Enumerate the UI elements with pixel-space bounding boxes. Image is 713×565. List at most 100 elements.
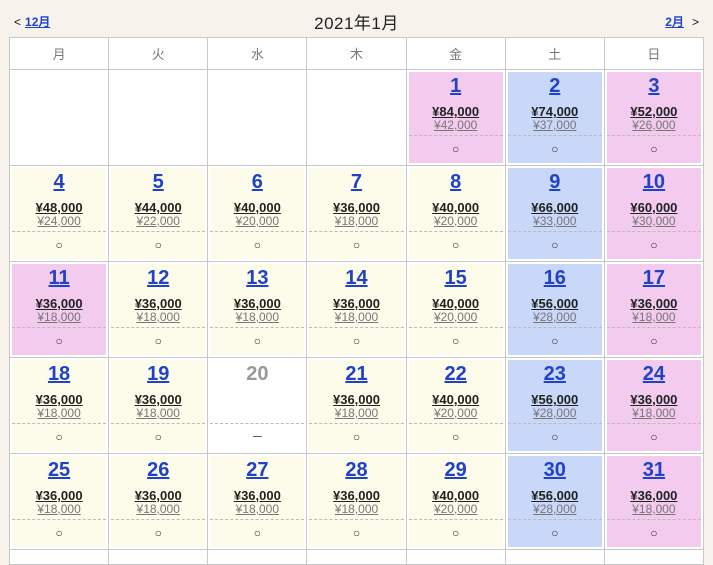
adult-price[interactable]: ¥74,000 bbox=[531, 104, 579, 119]
calendar-day[interactable]: 24 ¥36,000 ¥18,000 ○ bbox=[606, 360, 701, 451]
child-price[interactable]: ¥18,000 bbox=[334, 214, 379, 228]
day-number[interactable]: 12 bbox=[147, 267, 170, 289]
calendar-day[interactable]: 11 ¥36,000 ¥18,000 ○ bbox=[12, 264, 107, 355]
day-number[interactable]: 1 bbox=[450, 75, 462, 97]
prev-month-link[interactable]: 12月 bbox=[25, 15, 51, 29]
calendar-day[interactable]: 7 ¥36,000 ¥18,000 ○ bbox=[309, 168, 404, 259]
child-price[interactable]: ¥28,000 bbox=[533, 406, 577, 420]
day-number[interactable]: 7 bbox=[350, 171, 363, 193]
day-number[interactable]: 29 bbox=[444, 459, 467, 481]
adult-price[interactable]: ¥40,000 bbox=[432, 488, 480, 503]
adult-price[interactable]: ¥36,000 bbox=[332, 200, 380, 215]
adult-price[interactable]: ¥40,000 bbox=[432, 392, 480, 407]
day-number[interactable]: 8 bbox=[450, 171, 462, 193]
day-number[interactable]: 14 bbox=[345, 267, 368, 289]
child-price[interactable]: ¥18,000 bbox=[37, 310, 81, 324]
day-number[interactable]: 26 bbox=[147, 459, 170, 481]
day-number[interactable]: 2 bbox=[549, 75, 561, 97]
calendar-day[interactable]: 8 ¥40,000 ¥20,000 ○ bbox=[408, 168, 503, 259]
adult-price[interactable]: ¥56,000 bbox=[531, 488, 579, 503]
day-number[interactable]: 9 bbox=[549, 171, 561, 193]
adult-price[interactable]: ¥40,000 bbox=[432, 200, 480, 215]
calendar-day[interactable]: 5 ¥44,000 ¥22,000 ○ bbox=[111, 168, 206, 259]
adult-price[interactable]: ¥44,000 bbox=[134, 200, 182, 215]
calendar-day[interactable]: 4 ¥48,000 ¥24,000 ○ bbox=[12, 168, 107, 259]
adult-price[interactable]: ¥48,000 bbox=[35, 200, 83, 215]
day-number[interactable]: 27 bbox=[246, 459, 269, 481]
adult-price[interactable]: ¥36,000 bbox=[630, 296, 678, 311]
calendar-day[interactable]: 22 ¥40,000 ¥20,000 ○ bbox=[408, 360, 503, 451]
day-number[interactable]: 3 bbox=[648, 75, 660, 97]
adult-price[interactable]: ¥36,000 bbox=[134, 296, 182, 311]
day-number[interactable]: 22 bbox=[444, 363, 467, 385]
calendar-day[interactable]: 3 ¥52,000 ¥26,000 ○ bbox=[606, 72, 701, 163]
day-number[interactable]: 11 bbox=[48, 267, 70, 289]
adult-price[interactable]: ¥60,000 bbox=[630, 200, 678, 215]
calendar-day[interactable]: 29 ¥40,000 ¥20,000 ○ bbox=[408, 456, 503, 547]
calendar-day[interactable]: 15 ¥40,000 ¥20,000 ○ bbox=[408, 264, 503, 355]
calendar-day[interactable]: 9 ¥66,000 ¥33,000 ○ bbox=[507, 168, 602, 259]
child-price[interactable]: ¥18,000 bbox=[136, 502, 180, 516]
adult-price[interactable]: ¥36,000 bbox=[332, 392, 380, 407]
child-price[interactable]: ¥20,000 bbox=[433, 310, 478, 324]
child-price[interactable]: ¥18,000 bbox=[632, 502, 676, 516]
adult-price[interactable]: ¥36,000 bbox=[630, 488, 678, 503]
child-price[interactable]: ¥18,000 bbox=[334, 310, 379, 324]
calendar-day[interactable]: 16 ¥56,000 ¥28,000 ○ bbox=[507, 264, 602, 355]
day-number[interactable]: 30 bbox=[543, 459, 566, 481]
day-number[interactable]: 19 bbox=[147, 363, 170, 385]
calendar-day[interactable]: 2 ¥74,000 ¥37,000 ○ bbox=[507, 72, 602, 163]
day-number[interactable]: 23 bbox=[543, 363, 566, 385]
calendar-day[interactable]: 6 ¥40,000 ¥20,000 ○ bbox=[210, 168, 305, 259]
day-number[interactable]: 31 bbox=[642, 459, 666, 481]
child-price[interactable]: ¥28,000 bbox=[533, 502, 577, 516]
day-number[interactable]: 5 bbox=[152, 171, 164, 193]
day-number[interactable]: 21 bbox=[345, 363, 368, 385]
adult-price[interactable]: ¥84,000 bbox=[432, 104, 480, 119]
child-price[interactable]: ¥20,000 bbox=[433, 214, 478, 228]
calendar-day[interactable]: 28 ¥36,000 ¥18,000 ○ bbox=[309, 456, 404, 547]
calendar-day[interactable]: 13 ¥36,000 ¥18,000 ○ bbox=[210, 264, 305, 355]
child-price[interactable]: ¥22,000 bbox=[136, 214, 180, 228]
adult-price[interactable]: ¥36,000 bbox=[35, 296, 83, 311]
child-price[interactable]: ¥33,000 bbox=[533, 214, 577, 228]
child-price[interactable]: ¥18,000 bbox=[37, 502, 81, 516]
calendar-day[interactable]: 18 ¥36,000 ¥18,000 ○ bbox=[12, 360, 107, 451]
day-number[interactable]: 25 bbox=[47, 459, 71, 481]
child-price[interactable]: ¥20,000 bbox=[235, 214, 280, 228]
adult-price[interactable]: ¥36,000 bbox=[134, 392, 182, 407]
child-price[interactable]: ¥20,000 bbox=[433, 502, 478, 516]
child-price[interactable]: ¥18,000 bbox=[136, 310, 180, 324]
child-price[interactable]: ¥18,000 bbox=[235, 310, 280, 324]
adult-price[interactable]: ¥36,000 bbox=[630, 392, 678, 407]
adult-price[interactable]: ¥40,000 bbox=[432, 296, 480, 311]
next-month-link[interactable]: 2月 bbox=[665, 15, 684, 29]
calendar-day[interactable]: 31 ¥36,000 ¥18,000 ○ bbox=[606, 456, 701, 547]
adult-price[interactable]: ¥56,000 bbox=[531, 392, 579, 407]
calendar-day[interactable]: 10 ¥60,000 ¥30,000 ○ bbox=[606, 168, 701, 259]
adult-price[interactable]: ¥66,000 bbox=[531, 200, 579, 215]
adult-price[interactable]: ¥36,000 bbox=[332, 488, 380, 503]
day-number[interactable]: 28 bbox=[345, 459, 368, 481]
child-price[interactable]: ¥18,000 bbox=[37, 406, 81, 420]
child-price[interactable]: ¥18,000 bbox=[334, 406, 379, 420]
adult-price[interactable]: ¥40,000 bbox=[233, 200, 281, 215]
day-number[interactable]: 4 bbox=[53, 171, 65, 193]
calendar-day[interactable]: 27 ¥36,000 ¥18,000 ○ bbox=[210, 456, 305, 547]
day-number[interactable]: 15 bbox=[444, 267, 467, 289]
child-price[interactable]: ¥18,000 bbox=[632, 310, 676, 324]
child-price[interactable]: ¥18,000 bbox=[235, 502, 280, 516]
child-price[interactable]: ¥18,000 bbox=[632, 406, 676, 420]
calendar-day[interactable]: 25 ¥36,000 ¥18,000 ○ bbox=[12, 456, 107, 547]
child-price[interactable]: ¥37,000 bbox=[533, 118, 577, 132]
child-price[interactable]: ¥18,000 bbox=[334, 502, 379, 516]
calendar-day[interactable]: 17 ¥36,000 ¥18,000 ○ bbox=[606, 264, 701, 355]
day-number[interactable]: 6 bbox=[251, 171, 263, 193]
day-number[interactable]: 16 bbox=[543, 267, 566, 289]
child-price[interactable]: ¥24,000 bbox=[37, 214, 81, 228]
adult-price[interactable]: ¥36,000 bbox=[233, 296, 281, 311]
child-price[interactable]: ¥30,000 bbox=[632, 214, 676, 228]
day-number[interactable]: 17 bbox=[642, 267, 666, 289]
child-price[interactable]: ¥20,000 bbox=[433, 406, 478, 420]
calendar-day[interactable]: 14 ¥36,000 ¥18,000 ○ bbox=[309, 264, 404, 355]
